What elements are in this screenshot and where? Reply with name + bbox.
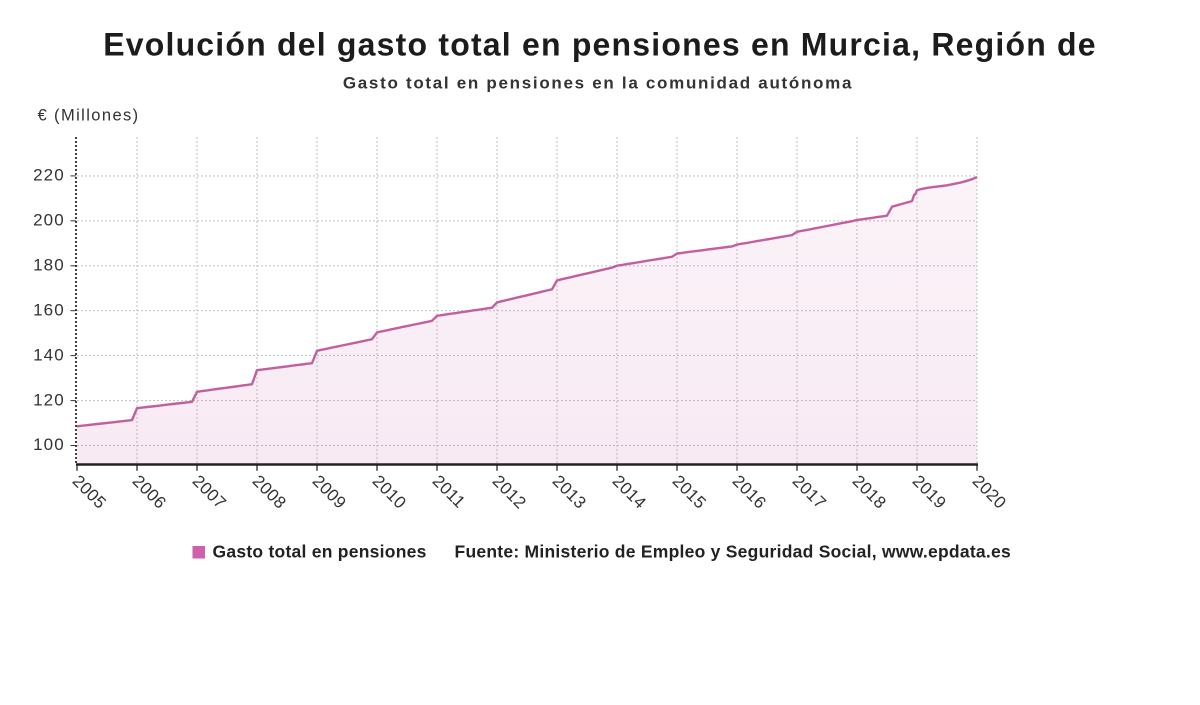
svg-text:180: 180 bbox=[33, 256, 65, 275]
svg-text:Gasto total en pensiones en la: Gasto total en pensiones en la comunidad… bbox=[343, 74, 853, 93]
svg-text:€ (Millones): € (Millones) bbox=[38, 107, 140, 125]
svg-text:100: 100 bbox=[33, 435, 65, 454]
svg-text:200: 200 bbox=[33, 211, 65, 230]
svg-text:120: 120 bbox=[33, 390, 65, 409]
svg-text:Fuente: Ministerio de Empleo y: Fuente: Ministerio de Empleo y Seguridad… bbox=[455, 542, 1012, 562]
svg-text:Gasto total en pensiones: Gasto total en pensiones bbox=[213, 542, 427, 562]
svg-text:220: 220 bbox=[33, 166, 65, 185]
svg-text:140: 140 bbox=[33, 345, 65, 364]
svg-text:160: 160 bbox=[33, 300, 65, 319]
svg-text:Evolución del gasto total en p: Evolución del gasto total en pensiones e… bbox=[103, 27, 1097, 63]
